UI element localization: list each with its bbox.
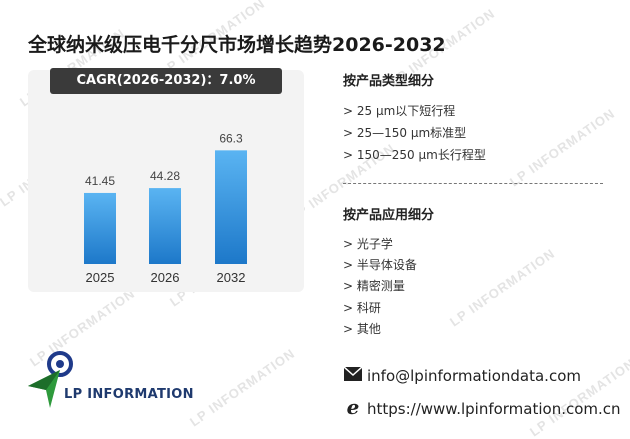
browser-e-icon: e bbox=[346, 395, 360, 419]
divider bbox=[343, 183, 603, 184]
cagr-badge: CAGR(2026-2032)：7.0% bbox=[50, 68, 282, 94]
bar-2026 bbox=[149, 188, 181, 264]
bar-2025 bbox=[84, 192, 116, 264]
application-item: > 其他 bbox=[343, 322, 381, 336]
data-label: 41.45 bbox=[85, 174, 115, 188]
website-contact[interactable]: e https://www.lpinformation.com.cn bbox=[343, 395, 621, 419]
lp-logo-icon bbox=[28, 351, 73, 408]
x-tick-label: 2025 bbox=[86, 270, 115, 285]
logo-text: LP INFORMATION bbox=[64, 387, 194, 402]
application-item: > 半导体设备 bbox=[343, 258, 417, 272]
product-type-item: > 150—250 μm长行程型 bbox=[343, 148, 486, 162]
application-item: > 科研 bbox=[343, 301, 381, 315]
product-type-title: 按产品类型细分 bbox=[343, 74, 435, 89]
x-tick-label: 2032 bbox=[217, 270, 246, 285]
website-text[interactable]: https://www.lpinformation.com.cn bbox=[367, 400, 621, 418]
product-type-item: > 25—150 μm标准型 bbox=[343, 126, 467, 140]
envelope-icon bbox=[343, 366, 363, 385]
data-label: 44.28 bbox=[150, 169, 180, 183]
email-text[interactable]: info@lpinformationdata.com bbox=[367, 367, 581, 385]
data-label: 66.3 bbox=[219, 131, 243, 145]
application-item: > 光子学 bbox=[343, 237, 393, 251]
application-title: 按产品应用细分 bbox=[343, 208, 435, 223]
bar-2032 bbox=[215, 150, 247, 264]
application-item: > 精密测量 bbox=[343, 279, 405, 293]
page-title: 全球纳米级压电千分尺市场增长趋势2026-2032 bbox=[28, 34, 446, 56]
x-tick-label: 2026 bbox=[151, 270, 180, 285]
email-contact[interactable]: info@lpinformationdata.com bbox=[343, 366, 581, 385]
product-type-item: > 25 μm以下短行程 bbox=[343, 104, 456, 118]
